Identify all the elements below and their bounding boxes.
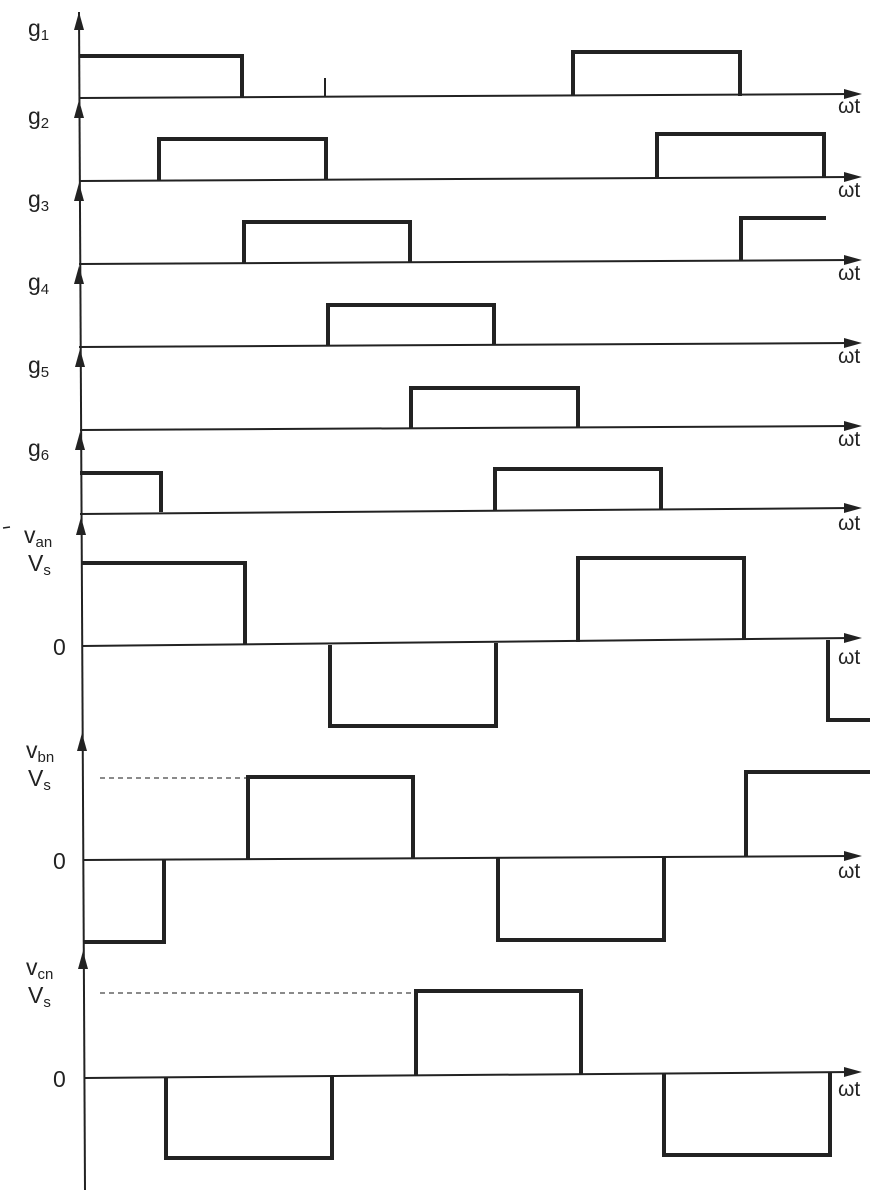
vertical-axis-arrow-g1 <box>74 12 84 30</box>
vertical-axis-arrow-g4 <box>74 266 84 284</box>
g5-label: g5 <box>28 352 49 381</box>
vbn-zero-label: 0 <box>53 848 66 874</box>
g1-axis-arrow <box>844 89 862 99</box>
vcn-waveform <box>164 989 832 1160</box>
vcn-zero-label: 0 <box>53 1066 66 1092</box>
vcn-vs-label: Vs <box>28 982 51 1011</box>
vertical-axis-arrow-vbn <box>77 733 87 751</box>
g3-waveform <box>242 216 826 264</box>
g4-label: g4 <box>28 269 49 298</box>
g6-omega-t-label: ωt <box>838 512 860 535</box>
g2-omega-t-label: ωt <box>838 179 860 202</box>
vertical-axis-arrow-van <box>76 517 86 535</box>
g1-time-axis <box>78 93 853 99</box>
vbn-label: vbn <box>26 737 54 766</box>
vertical-axis <box>78 11 86 1191</box>
van-axis-arrow <box>844 633 862 643</box>
g2-time-axis <box>78 176 853 182</box>
g4-omega-t-label: ωt <box>838 345 860 368</box>
g3-time-axis <box>78 259 853 265</box>
g5-waveform <box>409 386 580 429</box>
van-zero-label: 0 <box>53 634 66 660</box>
vertical-axis-arrow-g5 <box>75 349 85 367</box>
g5-omega-t-label: ωt <box>838 428 860 451</box>
vcn-label: vcn <box>26 954 53 983</box>
g1-omega-t-label: ωt <box>838 95 860 118</box>
g2-axis-arrow <box>844 172 862 182</box>
g1-waveform <box>79 50 742 97</box>
van-label: van <box>24 522 52 551</box>
vcn-time-axis <box>84 1071 853 1079</box>
g1-label: g1 <box>28 15 49 44</box>
g3-omega-t-label: ωt <box>838 262 860 285</box>
g6-label: g6 <box>28 435 49 464</box>
vcn-axis-arrow <box>844 1067 862 1077</box>
g5-time-axis <box>79 425 853 431</box>
vbn-vs-label: Vs <box>28 765 51 794</box>
van-waveform <box>81 556 870 728</box>
vbn-omega-t-label: ωt <box>838 860 860 883</box>
vbn-waveform <box>84 770 870 944</box>
g3-axis-arrow <box>844 255 862 265</box>
g6-waveform <box>80 467 663 512</box>
vertical-axis-arrow-vcn <box>78 951 88 969</box>
g5-axis-arrow <box>844 421 862 431</box>
vertical-axis-arrow-g6 <box>75 432 85 450</box>
g6-axis-arrow <box>844 503 862 513</box>
vbn-axis-arrow <box>844 851 862 861</box>
vertical-axis-arrow-g2 <box>74 100 84 118</box>
g2-label: g2 <box>28 103 49 132</box>
van-omega-t-label: ωt <box>838 646 860 669</box>
vbn-time-axis <box>83 855 853 861</box>
g2-waveform <box>157 132 826 181</box>
g4-waveform <box>326 303 496 346</box>
van-vs-label: Vs <box>28 550 51 579</box>
van-time-axis <box>81 637 853 647</box>
g4-time-axis <box>78 342 853 348</box>
scan-mark <box>2 526 11 529</box>
g4-axis-arrow <box>844 338 862 348</box>
g6-time-axis <box>79 507 853 515</box>
vertical-axis-arrow-g3 <box>74 183 84 201</box>
vcn-omega-t-label: ωt <box>838 1078 860 1101</box>
g3-label: g3 <box>28 186 49 215</box>
